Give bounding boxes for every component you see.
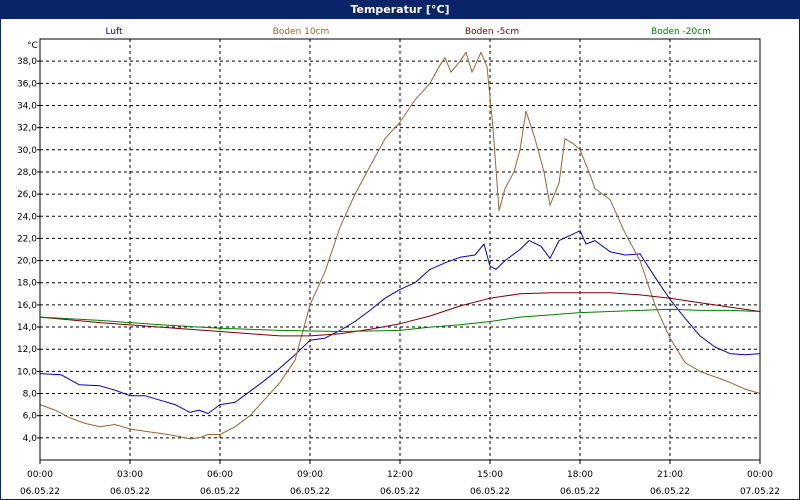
- legend-label: Boden -20cm: [651, 27, 711, 37]
- legend-label: Boden 10cm: [273, 27, 330, 37]
- y-tick-label: 8,0: [23, 390, 38, 400]
- legend: Luft Boden 10cm Boden -5cm Boden -20cm: [105, 27, 711, 37]
- y-tick-label: 36,0: [17, 79, 37, 89]
- x-tick-time-label: 09:00: [297, 470, 323, 480]
- y-tick-label: 38,0: [17, 57, 37, 67]
- x-tick-date-label: 06.05.22: [380, 487, 420, 497]
- y-tick-label: 30,0: [17, 146, 37, 156]
- series-line-1: [39, 230, 761, 414]
- x-tick-time-label: 12:00: [387, 470, 413, 480]
- x-tick-time-label: 03:00: [117, 470, 143, 480]
- temperature-chart: 4,0 6,0 8,0 10,0 12,0 14,0 16,0 18,0 20,0 22,0 24,…: [17, 27, 780, 497]
- y-tick-label: 18,0: [17, 279, 37, 289]
- x-tick-time-label: 06:00: [207, 470, 233, 480]
- y-tick-label: 10,0: [17, 367, 37, 377]
- legend-label: Boden -5cm: [465, 27, 519, 37]
- series-line-2: [39, 51, 761, 440]
- x-tick-time-label: 00:00: [747, 470, 773, 480]
- y-tick-label: 14,0: [17, 323, 37, 333]
- y-tick-label: 32,0: [17, 124, 37, 134]
- x-tick-date-label: 06.05.22: [290, 487, 330, 497]
- title-bar: Temperatur [°C]: [1, 1, 799, 19]
- y-tick-label: 4,0: [23, 434, 38, 444]
- y-tick-label: 20,0: [17, 257, 37, 267]
- x-tick-time-label: 00:00: [27, 470, 53, 480]
- x-tick-date-label: 06.05.22: [560, 487, 600, 497]
- x-tick-date-label: 06.05.22: [110, 487, 150, 497]
- x-tick-date-label: 06.05.22: [470, 487, 510, 497]
- x-tick-date-label: 06.05.22: [200, 487, 240, 497]
- x-tick-date-label: 07.05.22: [740, 487, 780, 497]
- y-tick-label: 12,0: [17, 345, 37, 355]
- y-unit-label: °C: [27, 41, 38, 51]
- x-axis: 00:00 06.05.22 03:00 06.05.22 06:00 06.05.22 0…: [20, 460, 780, 497]
- series-lines: [39, 51, 761, 440]
- series-line-4: [39, 308, 761, 332]
- x-tick-date-label: 06.05.22: [20, 487, 60, 497]
- y-tick-label: 6,0: [23, 412, 38, 422]
- legend-label: Luft: [105, 27, 123, 37]
- y-tick-label: 26,0: [17, 190, 37, 200]
- y-tick-label: 34,0: [17, 101, 37, 111]
- x-tick-time-label: 21:00: [657, 470, 683, 480]
- x-tick-time-label: 15:00: [477, 470, 503, 480]
- x-tick-time-label: 18:00: [567, 470, 593, 480]
- y-tick-label: 16,0: [17, 301, 37, 311]
- y-tick-label: 28,0: [17, 168, 37, 178]
- x-tick-date-label: 06.05.22: [650, 487, 690, 497]
- y-tick-label: 22,0: [17, 234, 37, 244]
- series-line-3: [39, 292, 761, 337]
- y-tick-label: 24,0: [17, 212, 37, 222]
- y-axis: 4,0 6,0 8,0 10,0 12,0 14,0 16,0 18,0 20,0 22,0 24,…: [17, 57, 40, 444]
